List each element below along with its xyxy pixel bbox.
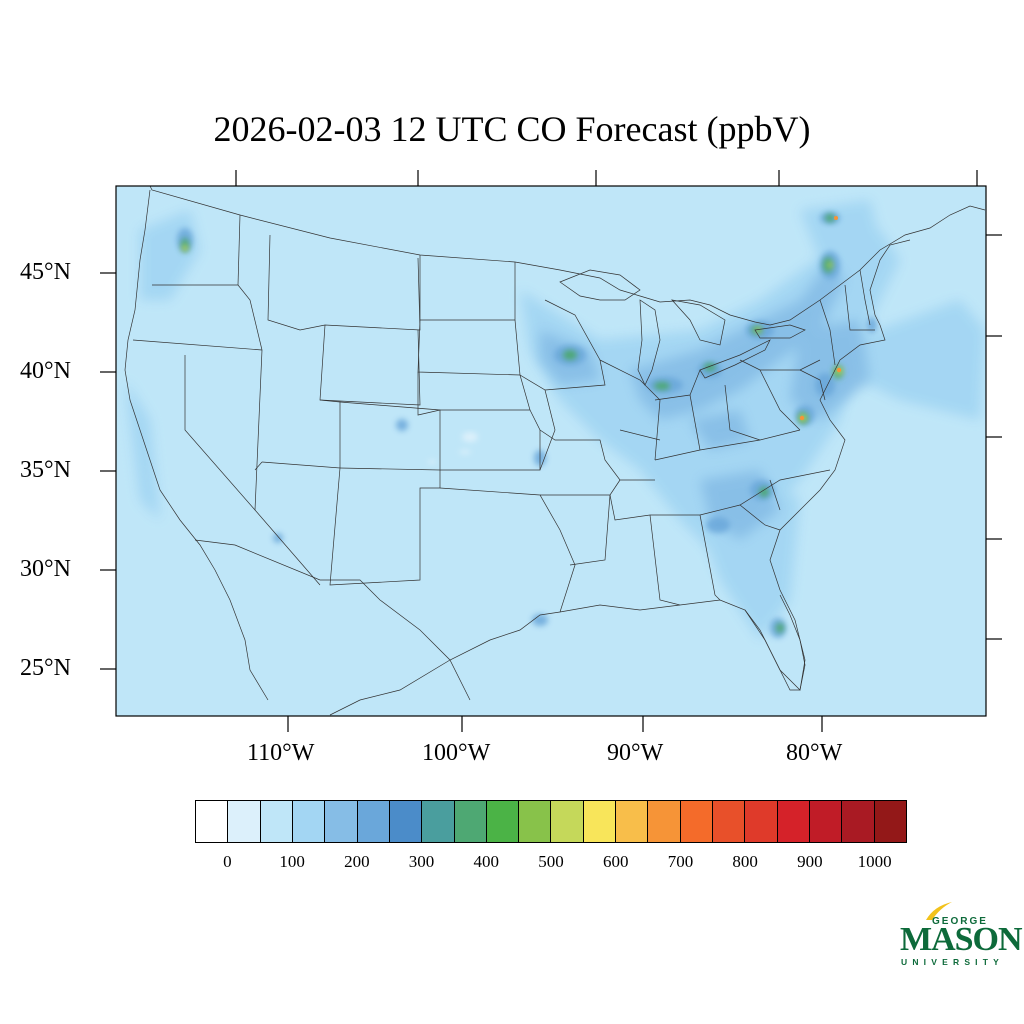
lat-label-40: 40°N [20,358,71,384]
colorbar-swatch [616,801,649,842]
colorbar-swatch [454,801,487,842]
co-concentration-field [124,186,986,716]
colorbar-swatch [325,801,358,842]
colorbar-swatch [713,801,746,842]
lat-label-25: 25°N [20,655,71,681]
lat-label-30: 30°N [20,556,71,582]
colorbar-tick-label: 600 [602,852,629,871]
colorbar-tick-label: 500 [538,852,564,871]
colorbar-tick-label: 300 [408,852,435,871]
colorbar-swatch [551,801,584,842]
logo-swoosh-icon [926,902,952,920]
colorbar-swatch [680,801,713,842]
colorbar-swatch [357,801,390,842]
colorbar-swatch [809,801,843,842]
lon-label-90: 90°W [607,740,664,766]
colorbar-swatch [486,801,520,842]
lon-label-110: 110°W [247,740,315,766]
colorbar-tick-label: 900 [797,852,823,871]
colorbar-swatch [389,801,423,842]
colorbar-tick-label: 1000 [857,852,892,871]
colorbar-swatch [519,801,552,842]
colorbar-swatch [228,801,261,842]
colorbar-tick-label: 200 [344,852,370,871]
colorbar-swatch [648,801,681,842]
colorbar-tick-label: 400 [473,852,500,871]
colorbar-tick-label: 800 [732,852,758,871]
colorbar-swatch [260,801,293,842]
axis-ticks [100,170,1002,732]
colorbar-swatch [842,801,875,842]
george-mason-logo: GEORGE MASON UNIVERSITY [898,900,1023,970]
lat-label-35: 35°N [20,457,71,483]
page-title: 2026-02-03 12 UTC CO Forecast (ppbV) [213,109,811,149]
colorbar-swatch [292,801,326,842]
state-borders [124,186,986,716]
logo-line-mason: MASON [900,921,1023,958]
colorbar-tick-label: 0 [223,852,232,871]
logo-line-university: UNIVERSITY [901,957,1005,967]
colorbar-tick-label: 700 [667,852,694,871]
lat-label-45: 45°N [20,259,71,285]
colorbar-swatch [777,801,810,842]
colorbar-swatch [874,801,906,842]
colorbar-tick-label: 100 [279,852,305,871]
logo-line-george: GEORGE [932,916,988,927]
colorbar [195,800,907,843]
colorbar-swatch [745,801,778,842]
colorbar-swatch [583,801,617,842]
lon-label-100: 100°W [422,740,491,766]
lon-label-80: 80°W [786,740,843,766]
map-frame [115,185,987,717]
colorbar-swatch [422,801,455,842]
colorbar-swatch [196,801,229,842]
